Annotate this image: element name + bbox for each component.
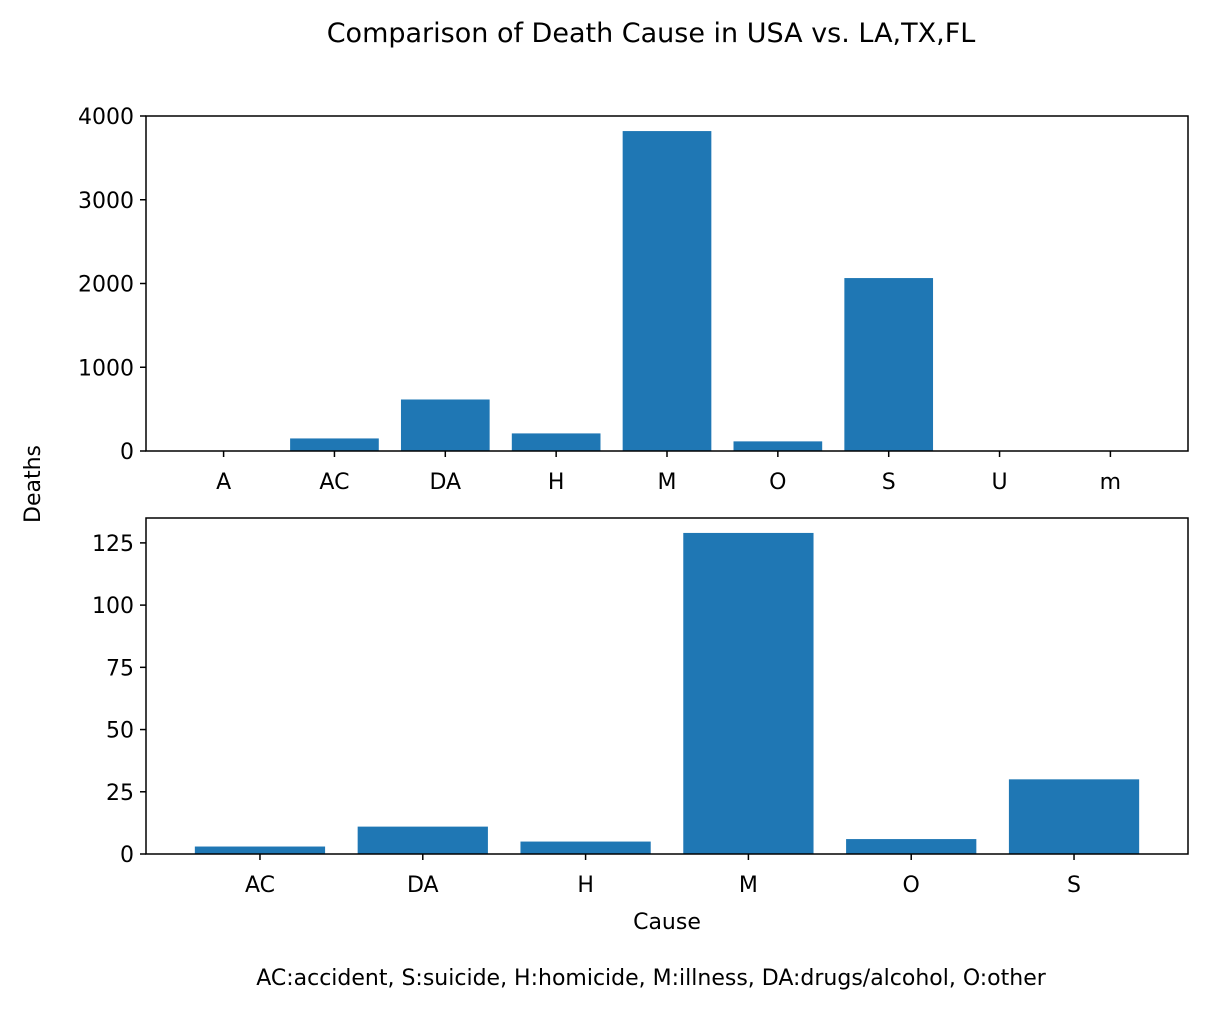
bottom-bar-S — [1008, 779, 1140, 854]
bottom-x-tick-label: O — [903, 873, 920, 898]
bottom-bar-H — [520, 841, 651, 854]
bottom-plot-frame — [145, 517, 1189, 855]
bottom-y-tick-label: 50 — [106, 719, 134, 744]
top-y-tick-label: 3000 — [78, 189, 134, 214]
bottom-bar-DA — [357, 826, 488, 854]
top-x-tick-label: DA — [429, 470, 461, 495]
bottom-x-tick-label: DA — [407, 873, 439, 898]
bottom-bar-O — [846, 839, 977, 854]
bottom-x-tick-label: H — [577, 873, 594, 898]
bottom-bar-AC — [194, 846, 326, 854]
top-bar-S — [844, 278, 934, 451]
bottom-bar-M — [683, 532, 814, 854]
top-x-tick-label: O — [769, 470, 786, 495]
top-y-tick-label: 0 — [120, 440, 134, 465]
top-x-tick-label: A — [216, 470, 231, 495]
top-bar-AC — [290, 438, 379, 451]
y-axis-label: Deaths — [21, 445, 46, 523]
bottom-chart-panel: AC DA H M O S 0 25 50 75 100 125 — [92, 517, 1189, 898]
top-bar-H — [511, 433, 601, 451]
top-y-tick-label: 4000 — [78, 105, 134, 130]
top-x-tick-label: M — [658, 470, 677, 495]
bottom-x-tick-label: M — [739, 873, 758, 898]
bottom-x-tick-label: AC — [245, 873, 275, 898]
top-y-tick-label: 2000 — [78, 273, 134, 298]
bottom-x-tick-label: S — [1067, 873, 1081, 898]
top-x-tick-label: AC — [319, 470, 349, 495]
x-axis-label: Cause — [633, 910, 701, 935]
top-y-tick-label: 1000 — [78, 356, 134, 381]
top-bar-M — [622, 131, 712, 451]
top-x-tick-label: m — [1100, 470, 1121, 495]
top-bar-O — [733, 441, 823, 451]
top-bar-DA — [400, 399, 490, 451]
chart-title: Comparison of Death Cause in USA vs. LA,… — [327, 18, 976, 49]
bottom-y-tick-label: 75 — [106, 656, 134, 681]
top-x-tick-label: U — [991, 470, 1007, 495]
top-x-tick-label: H — [548, 470, 565, 495]
footnote: AC:accident, S:suicide, H:homicide, M:il… — [256, 966, 1047, 991]
top-x-tick-label: S — [882, 470, 896, 495]
bottom-y-tick-label: 25 — [106, 781, 134, 806]
bottom-y-tick-label: 125 — [92, 532, 134, 557]
bottom-y-tick-label: 0 — [120, 843, 134, 868]
bottom-y-tick-label: 100 — [92, 594, 134, 619]
